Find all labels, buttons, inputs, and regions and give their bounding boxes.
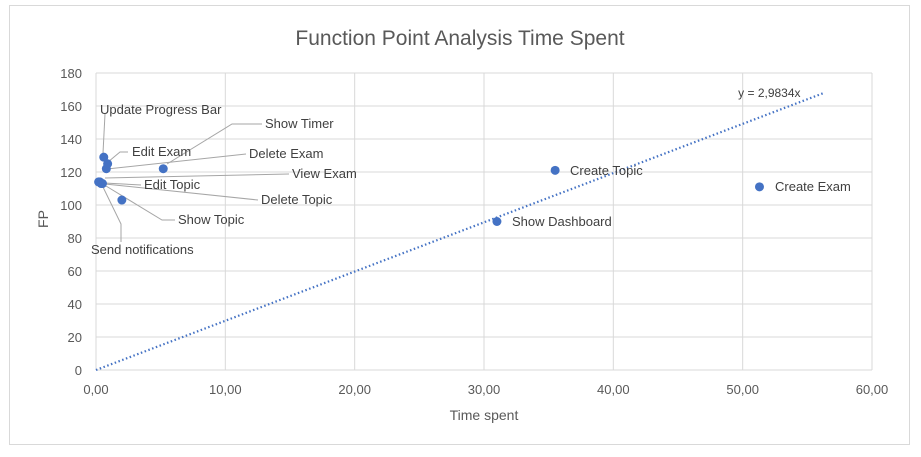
- leader-line: [101, 184, 122, 242]
- x-axis-title: Time spent: [450, 407, 519, 423]
- leader-line: [107, 151, 128, 163]
- data-label: Edit Exam: [132, 144, 191, 159]
- leader-line: [104, 173, 290, 179]
- data-label: Create Topic: [570, 163, 643, 178]
- trendline-equation: y = 2,9834x: [738, 86, 800, 100]
- data-point: [754, 182, 764, 192]
- y-tick-label: 0: [75, 363, 82, 378]
- data-point: [492, 217, 502, 226]
- x-tick-label: 30,00: [468, 382, 501, 397]
- y-tick-label: 100: [60, 198, 82, 213]
- grid-lines: [95, 72, 873, 371]
- data-point: [158, 164, 168, 174]
- x-tick-label: 20,00: [338, 382, 371, 397]
- y-tick-label: 180: [60, 66, 82, 81]
- y-tick-label: 40: [68, 297, 82, 312]
- tick-labels: 0,00 10,00 20,00 30,00 40,00 50,00 60,00 0 20 40 6…: [60, 66, 888, 397]
- data-point: [99, 152, 109, 162]
- leader-line: [166, 123, 262, 165]
- data-point: [550, 165, 560, 175]
- data-point: [94, 177, 104, 187]
- x-tick-label: 60,00: [856, 382, 889, 397]
- leader-lines: [101, 113, 290, 242]
- data-label: Edit Topic: [144, 177, 201, 192]
- y-tick-label: 160: [60, 99, 82, 114]
- x-tick-label: 40,00: [597, 382, 630, 397]
- data-point: [117, 195, 127, 205]
- data-label: Delete Exam: [249, 146, 323, 161]
- data-label: Send notifications: [91, 242, 194, 257]
- x-tick-label: 0,00: [83, 382, 108, 397]
- y-tick-label: 80: [68, 231, 82, 246]
- scatter-chart: Function Point Analysis Time Spent 0,00 1…: [35, 27, 888, 423]
- leader-line: [103, 182, 142, 186]
- data-label: Show Dashboard: [512, 214, 612, 229]
- chart-title: Function Point Analysis Time Spent: [295, 27, 624, 50]
- chart-frame: Function Point Analysis Time Spent 0,00 1…: [9, 5, 910, 445]
- data-label: Create Exam: [775, 179, 851, 194]
- leader-line: [106, 153, 247, 170]
- y-tick-label: 120: [60, 165, 82, 180]
- data-point: [101, 164, 111, 174]
- y-tick-label: 20: [68, 330, 82, 345]
- data-points: [94, 152, 764, 226]
- data-label: Update Progress Bar: [100, 102, 222, 117]
- y-tick-label: 140: [60, 132, 82, 147]
- x-tick-label: 10,00: [209, 382, 242, 397]
- data-labels: Update Progress Bar Show Timer Edit Exam De…: [91, 102, 851, 257]
- leader-line: [102, 113, 106, 154]
- x-tick-label: 50,00: [726, 382, 759, 397]
- data-label: Show Topic: [178, 212, 245, 227]
- data-label: View Exam: [292, 166, 357, 181]
- trendline: [95, 91, 825, 372]
- data-label: Show Timer: [265, 116, 334, 131]
- data-label: Delete Topic: [261, 192, 333, 207]
- trendline-group: y = 2,9834x: [95, 86, 825, 372]
- y-axis-title: FP: [35, 210, 51, 228]
- leader-line: [104, 183, 259, 201]
- y-tick-label: 60: [68, 264, 82, 279]
